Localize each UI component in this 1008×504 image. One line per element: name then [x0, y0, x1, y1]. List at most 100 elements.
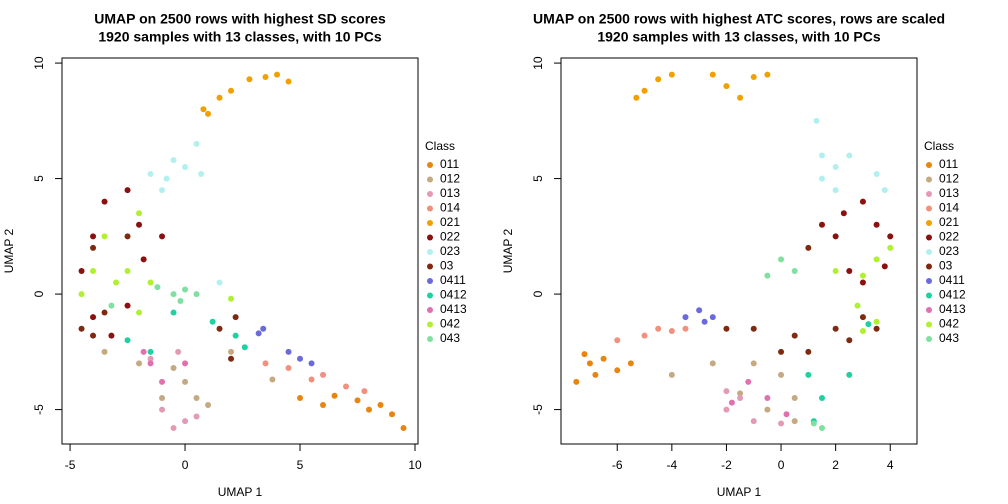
data-point — [193, 140, 200, 147]
data-point — [641, 87, 648, 94]
x-tick-label: 5 — [297, 458, 304, 472]
legend-label: 012 — [440, 172, 460, 186]
data-point — [163, 175, 170, 182]
chart-subtitle: 1920 samples with 13 classes, with 10 PC… — [98, 29, 381, 45]
data-point — [124, 187, 131, 194]
data-point — [320, 401, 327, 408]
data-point — [140, 348, 147, 355]
data-point — [308, 360, 315, 367]
data-point — [159, 187, 166, 194]
data-point — [147, 348, 154, 355]
data-point — [228, 87, 235, 94]
legend-label: 043 — [939, 331, 959, 345]
x-tick-label: -2 — [721, 458, 732, 472]
legend-label: 021 — [939, 215, 959, 229]
data-point — [859, 198, 866, 205]
x-axis-label: UMAP 1 — [218, 485, 263, 499]
legend-label: 0413 — [440, 302, 467, 316]
data-point — [737, 94, 744, 101]
data-point — [193, 395, 200, 402]
data-point — [723, 325, 730, 332]
chart-panel: UMAP on 2500 rows with highest ATC score… — [501, 11, 966, 499]
data-point — [136, 309, 143, 316]
data-point — [285, 78, 292, 85]
data-point — [228, 355, 235, 362]
legend-marker — [926, 278, 932, 284]
chart-title: UMAP on 2500 rows with highest ATC score… — [533, 11, 945, 27]
data-point — [108, 302, 115, 309]
data-point — [818, 221, 825, 228]
data-point — [778, 420, 785, 427]
data-point — [297, 395, 304, 402]
data-point — [182, 286, 189, 293]
data-point — [232, 314, 239, 321]
data-point — [124, 267, 131, 274]
data-point — [701, 318, 708, 325]
data-point — [614, 337, 621, 344]
data-point — [655, 325, 662, 332]
data-point — [846, 267, 853, 274]
data-point — [728, 399, 735, 406]
y-tick-label: 5 — [531, 175, 545, 182]
data-point — [750, 418, 757, 425]
legend-label: 0411 — [939, 273, 965, 287]
legend-marker — [427, 307, 433, 313]
data-point — [581, 351, 588, 358]
legend-marker — [926, 263, 932, 270]
data-point — [586, 360, 593, 367]
legend-label: 023 — [939, 244, 959, 258]
data-point — [846, 371, 853, 378]
data-point — [262, 360, 269, 367]
legend-marker — [926, 205, 932, 212]
data-point — [805, 348, 812, 355]
data-point — [113, 279, 120, 286]
data-point — [846, 152, 853, 159]
y-axis-label: UMAP 2 — [501, 228, 515, 273]
x-tick-label: -4 — [667, 458, 678, 472]
legend-label: 0412 — [440, 288, 467, 302]
data-point — [641, 332, 648, 339]
data-point — [182, 418, 189, 425]
data-point — [177, 298, 184, 305]
data-point — [764, 406, 771, 413]
legend-marker — [427, 176, 433, 183]
data-point — [791, 332, 798, 339]
data-point — [90, 332, 97, 339]
data-point — [723, 83, 730, 90]
data-point — [124, 302, 131, 309]
x-tick-label: -5 — [65, 458, 76, 472]
data-point — [859, 314, 866, 321]
legend-marker — [926, 321, 932, 328]
data-point — [205, 110, 212, 117]
legend-marker — [427, 292, 433, 299]
data-point — [750, 325, 757, 332]
data-point — [170, 425, 177, 432]
data-point — [331, 392, 338, 399]
data-point — [90, 244, 97, 251]
data-point — [813, 117, 820, 124]
chart-subtitle: 1920 samples with 13 classes, with 10 PC… — [597, 29, 880, 45]
data-point — [791, 418, 798, 425]
data-point — [297, 355, 304, 362]
data-point — [832, 164, 839, 171]
legend-marker — [926, 336, 932, 342]
data-point — [840, 210, 847, 217]
legend-label: 0413 — [939, 302, 966, 316]
data-point — [745, 378, 752, 385]
data-point — [285, 348, 292, 355]
data-point — [255, 330, 262, 337]
data-point — [140, 256, 147, 263]
data-point — [90, 233, 97, 240]
plot-frame — [61, 57, 419, 445]
data-point — [805, 371, 812, 378]
legend-marker — [926, 162, 932, 168]
legend-label: 03 — [440, 259, 454, 273]
legend-marker — [926, 220, 932, 226]
data-point — [228, 348, 235, 355]
legend-marker — [926, 292, 932, 299]
data-point — [78, 291, 85, 298]
data-point — [246, 76, 253, 83]
data-point — [873, 325, 880, 332]
x-tick-label: -6 — [612, 458, 623, 472]
legend-marker — [427, 234, 433, 241]
